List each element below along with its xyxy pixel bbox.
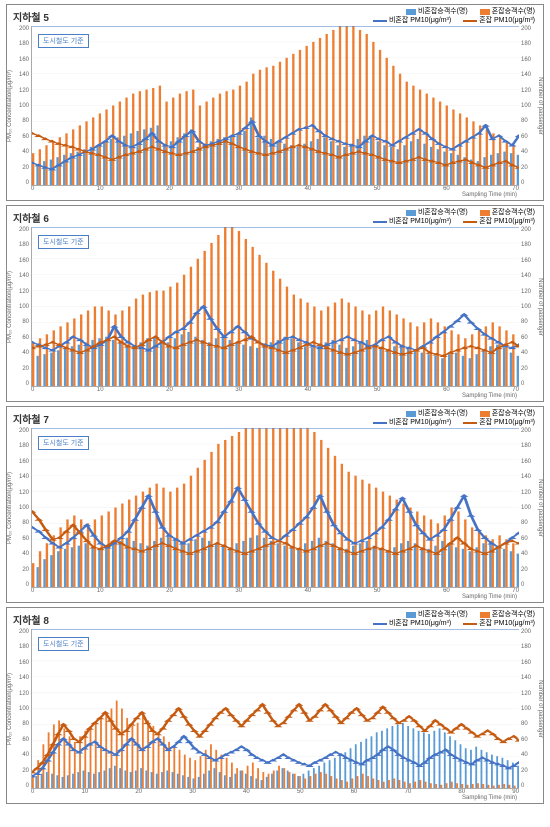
x-axis-label: Sampling Time (min) [13,594,517,600]
plot-area: 도시철도 기준 [31,227,519,387]
legend-line-noncongest: 비혼잡 PM10(μg/m³) [373,217,451,226]
chart-panel-3: 지하철 8비혼잡승객수(명)혼잡승객수(명)비혼잡 PM10(μg/m³)혼잡 … [6,607,544,804]
legend-label: 비혼잡승객수(명) [418,409,468,418]
chart-body: 200180160140120100806040200PM₁₀ Concentr… [13,428,537,588]
y-axis-left: 200180160140120100806040200 [13,26,31,186]
y-axis-right-label: Number of passenger [537,278,543,336]
legend-label: 비혼잡 PM10(μg/m³) [389,418,451,427]
legend-line-congest: 혼잡 PM10(μg/m³) [463,418,535,427]
legend-label: 혼잡 PM10(μg/m³) [479,619,535,628]
threshold-label: 도시철도 기준 [38,436,89,450]
legend-line-noncongest: 비혼잡 PM10(μg/m³) [373,418,451,427]
legend-bar-noncongest: 비혼잡승객수(명) [406,610,468,619]
chart-panel-1: 지하철 6비혼잡승객수(명)혼잡승객수(명)비혼잡 PM10(μg/m³)혼잡 … [6,205,544,402]
legend-line-congest: 혼잡 PM10(μg/m³) [463,619,535,628]
legend-bar-noncongest: 비혼잡승객수(명) [406,7,468,16]
plot-area: 도시철도 기준 [31,26,519,186]
threshold-label: 도시철도 기준 [38,637,89,651]
legend-label: 혼잡 PM10(μg/m³) [479,217,535,226]
plot-area: 도시철도 기준 [31,629,519,789]
chart-legend: 비혼잡승객수(명) 혼잡승객수(명) 비혼잡 PM10(μg/m³) 혼잡 PM10(… [373,610,535,628]
chart-legend: 비혼잡승객수(명) 혼잡승객수(명) 비혼잡 PM10(μg/m³) 혼잡 PM10(… [373,208,535,226]
chart-body: 200180160140120100806040200PM₁₀ Concentr… [13,26,537,186]
x-axis-label: Sampling Time (min) [13,795,517,801]
y-axis-right-label: Number of passenger [537,680,543,738]
y-axis-right-label: Number of passenger [537,479,543,537]
legend-bar-congest: 혼잡승객수(명) [480,409,535,418]
chart-legend: 비혼잡승객수(명) 혼잡승객수(명) 비혼잡 PM10(μg/m³) 혼잡 PM10(… [373,409,535,427]
legend-bar-noncongest: 비혼잡승객수(명) [406,409,468,418]
legend-label: 혼잡 PM10(μg/m³) [479,16,535,25]
legend-line-noncongest: 비혼잡 PM10(μg/m³) [373,619,451,628]
y-axis-right-label: Number of passenger [537,77,543,135]
legend-label: 혼잡승객수(명) [492,208,535,217]
legend-label: 비혼잡 PM10(μg/m³) [389,16,451,25]
legend-bar-congest: 혼잡승객수(명) [480,610,535,619]
y-axis-right: 200180160140120100806040200 [519,26,537,186]
y-axis-right: 200180160140120100806040200 [519,428,537,588]
y-axis-left-label: PM₁₀ Concentration(μg/m³) [7,271,13,343]
legend-label: 혼잡승객수(명) [492,409,535,418]
y-axis-left-label: PM₁₀ Concentration(μg/m³) [7,472,13,544]
chart-panel-0: 지하철 5비혼잡승객수(명)혼잡승객수(명)비혼잡 PM10(μg/m³)혼잡 … [6,4,544,201]
legend-line-congest: 혼잡 PM10(μg/m³) [463,217,535,226]
legend-label: 비혼잡승객수(명) [418,7,468,16]
x-axis-label: Sampling Time (min) [13,393,517,399]
legend-line-noncongest: 비혼잡 PM10(μg/m³) [373,16,451,25]
y-axis-right: 200180160140120100806040200 [519,629,537,789]
legend-label: 혼잡승객수(명) [492,7,535,16]
legend-label: 비혼잡승객수(명) [418,208,468,217]
legend-label: 혼잡 PM10(μg/m³) [479,418,535,427]
y-axis-left: 200180160140120100806040200 [13,629,31,789]
y-axis-left-label: PM₁₀ Concentration(μg/m³) [7,70,13,142]
x-axis-label: Sampling Time (min) [13,192,517,198]
legend-line-congest: 혼잡 PM10(μg/m³) [463,16,535,25]
y-axis-left: 200180160140120100806040200 [13,227,31,387]
chart-body: 200180160140120100806040200PM₁₀ Concentr… [13,227,537,387]
legend-label: 비혼잡 PM10(μg/m³) [389,619,451,628]
legend-label: 비혼잡 PM10(μg/m³) [389,217,451,226]
y-axis-right: 200180160140120100806040200 [519,227,537,387]
legend-bar-congest: 혼잡승객수(명) [480,7,535,16]
threshold-label: 도시철도 기준 [38,34,89,48]
legend-label: 혼잡승객수(명) [492,610,535,619]
chart-panel-2: 지하철 7비혼잡승객수(명)혼잡승객수(명)비혼잡 PM10(μg/m³)혼잡 … [6,406,544,603]
legend-bar-noncongest: 비혼잡승객수(명) [406,208,468,217]
legend-bar-congest: 혼잡승객수(명) [480,208,535,217]
y-axis-left-label: PM₁₀ Concentration(μg/m³) [7,673,13,745]
chart-legend: 비혼잡승객수(명) 혼잡승객수(명) 비혼잡 PM10(μg/m³) 혼잡 PM10(… [373,7,535,25]
y-axis-left: 200180160140120100806040200 [13,428,31,588]
chart-body: 200180160140120100806040200PM₁₀ Concentr… [13,629,537,789]
threshold-label: 도시철도 기준 [38,235,89,249]
legend-label: 비혼잡승객수(명) [418,610,468,619]
plot-area: 도시철도 기준 [31,428,519,588]
